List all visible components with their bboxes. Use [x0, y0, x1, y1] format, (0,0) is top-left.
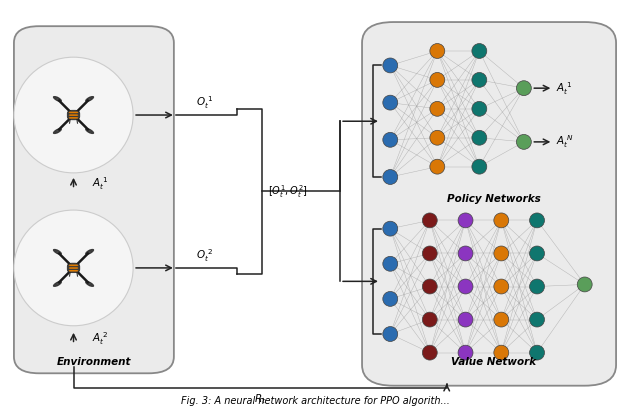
Ellipse shape [53, 96, 62, 102]
Ellipse shape [458, 279, 473, 294]
Ellipse shape [56, 130, 59, 132]
Text: $A_t^{\ 2}$: $A_t^{\ 2}$ [93, 330, 109, 347]
Ellipse shape [530, 279, 544, 294]
Ellipse shape [85, 96, 94, 102]
Ellipse shape [472, 102, 487, 116]
Ellipse shape [56, 98, 59, 100]
Text: $[O_t^1, O_t^2]$: $[O_t^1, O_t^2]$ [268, 183, 308, 200]
Ellipse shape [56, 282, 59, 285]
Ellipse shape [458, 246, 473, 261]
Ellipse shape [88, 250, 91, 253]
Ellipse shape [422, 345, 437, 360]
Ellipse shape [530, 213, 544, 228]
Ellipse shape [458, 312, 473, 327]
FancyBboxPatch shape [69, 117, 79, 119]
Ellipse shape [430, 44, 445, 58]
Ellipse shape [14, 57, 133, 173]
Ellipse shape [530, 246, 544, 261]
Text: $A_t^{\ 1}$: $A_t^{\ 1}$ [556, 80, 573, 97]
Text: $A_t^{\ 1}$: $A_t^{\ 1}$ [93, 176, 109, 193]
Ellipse shape [494, 279, 509, 294]
Ellipse shape [430, 130, 445, 145]
Ellipse shape [383, 221, 398, 236]
Text: $R_t$: $R_t$ [254, 392, 266, 406]
FancyBboxPatch shape [362, 22, 616, 386]
Text: Environment: Environment [57, 357, 132, 367]
Ellipse shape [494, 312, 509, 327]
Ellipse shape [494, 213, 509, 228]
Ellipse shape [472, 72, 487, 87]
Ellipse shape [53, 128, 62, 134]
Ellipse shape [85, 281, 94, 287]
FancyBboxPatch shape [67, 263, 80, 273]
Ellipse shape [88, 282, 91, 285]
Ellipse shape [53, 281, 62, 287]
Ellipse shape [422, 213, 437, 228]
Ellipse shape [430, 159, 445, 174]
FancyBboxPatch shape [69, 114, 79, 116]
Text: $A_t^{\ N}$: $A_t^{\ N}$ [556, 134, 575, 150]
Text: $O_t^{\ 2}$: $O_t^{\ 2}$ [196, 247, 213, 264]
Ellipse shape [430, 102, 445, 116]
Ellipse shape [383, 58, 398, 73]
Ellipse shape [494, 345, 509, 360]
Ellipse shape [577, 277, 592, 292]
Ellipse shape [383, 132, 398, 147]
Ellipse shape [422, 279, 437, 294]
Ellipse shape [56, 250, 59, 253]
Ellipse shape [472, 44, 487, 58]
Ellipse shape [472, 159, 487, 174]
Ellipse shape [472, 130, 487, 145]
FancyBboxPatch shape [14, 26, 174, 373]
FancyBboxPatch shape [69, 267, 79, 269]
Text: Fig. 3: A neural network architecture for PPO algorith...: Fig. 3: A neural network architecture fo… [181, 396, 449, 406]
Ellipse shape [458, 345, 473, 360]
Ellipse shape [383, 95, 398, 110]
Ellipse shape [383, 327, 398, 342]
Ellipse shape [517, 134, 531, 149]
Ellipse shape [517, 81, 531, 96]
FancyBboxPatch shape [69, 111, 79, 113]
Text: Policy Networks: Policy Networks [447, 193, 541, 203]
Ellipse shape [430, 72, 445, 87]
Text: Value Network: Value Network [451, 357, 536, 367]
FancyBboxPatch shape [69, 265, 79, 266]
Ellipse shape [422, 246, 437, 261]
Ellipse shape [53, 249, 62, 255]
Ellipse shape [383, 292, 398, 306]
Ellipse shape [88, 98, 91, 100]
Ellipse shape [383, 256, 398, 271]
Text: $O_t^{\ 1}$: $O_t^{\ 1}$ [196, 94, 213, 111]
Ellipse shape [85, 128, 94, 134]
Ellipse shape [530, 312, 544, 327]
Ellipse shape [85, 249, 94, 255]
Ellipse shape [530, 345, 544, 360]
Ellipse shape [458, 213, 473, 228]
FancyBboxPatch shape [69, 270, 79, 272]
Ellipse shape [14, 210, 133, 326]
Ellipse shape [422, 312, 437, 327]
Ellipse shape [383, 170, 398, 184]
Ellipse shape [88, 130, 91, 132]
Ellipse shape [494, 246, 509, 261]
FancyBboxPatch shape [67, 110, 80, 120]
